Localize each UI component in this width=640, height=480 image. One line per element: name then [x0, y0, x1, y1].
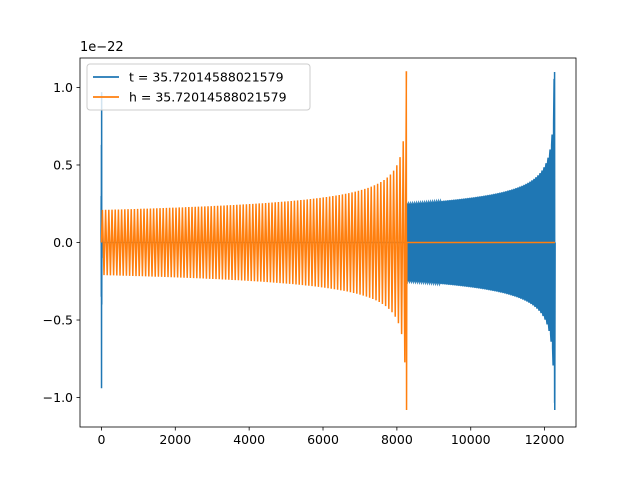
legend-label: h = 35.72014588021579: [129, 90, 287, 105]
y-tick-label: −0.5: [43, 313, 73, 328]
y-tick-label: 1.0: [53, 80, 73, 95]
x-tick-label: 12000: [525, 432, 565, 447]
x-tick-label: 10000: [451, 432, 491, 447]
x-tick-label: 8000: [381, 432, 413, 447]
legend-box: [86, 63, 311, 111]
y-tick-label: 0.0: [53, 235, 73, 250]
y-tick-label: −1.0: [43, 390, 73, 405]
series-line-h: [100, 71, 555, 410]
y-axis: −1.0 −0.5 0.0 0.5 1.0: [43, 80, 80, 405]
series-layer: [100, 71, 556, 410]
x-tick-label: 0: [97, 432, 105, 447]
x-tick-label: 6000: [307, 432, 339, 447]
x-axis: 0 2000 4000 6000 8000 10000 12000: [97, 427, 565, 447]
x-tick-label: 4000: [233, 432, 265, 447]
x-tick-label: 2000: [159, 432, 191, 447]
legend: t = 35.72014588021579 h = 35.720145880215…: [86, 63, 311, 111]
y-scale-label: 1e−22: [80, 40, 124, 55]
y-tick-label: 0.5: [53, 157, 73, 172]
legend-label: t = 35.72014588021579: [129, 70, 284, 85]
